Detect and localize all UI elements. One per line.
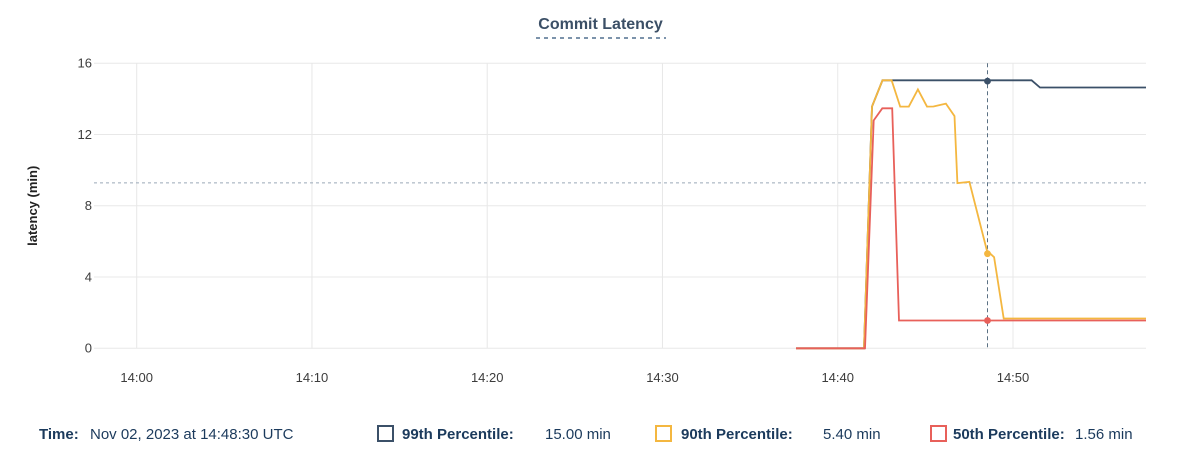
svg-text:8: 8 (85, 198, 92, 213)
svg-text:14:00: 14:00 (120, 370, 153, 385)
svg-text:14:50: 14:50 (997, 370, 1030, 385)
svg-text:14:30: 14:30 (646, 370, 679, 385)
svg-text:16: 16 (78, 56, 92, 71)
svg-text:14:20: 14:20 (471, 370, 504, 385)
svg-text:14:10: 14:10 (296, 370, 329, 385)
svg-text:14:40: 14:40 (821, 370, 854, 385)
svg-text:0: 0 (85, 341, 92, 356)
svg-text:12: 12 (78, 127, 92, 142)
svg-text:4: 4 (85, 269, 92, 284)
svg-text:latency (min): latency (min) (25, 166, 40, 246)
